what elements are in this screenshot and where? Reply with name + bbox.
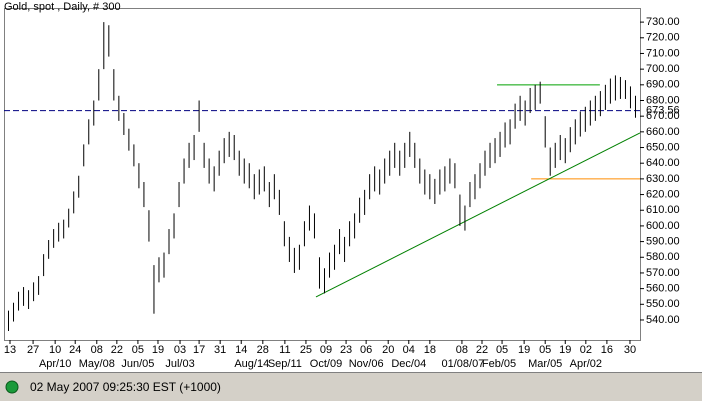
x-tick-label: 23 <box>340 344 352 356</box>
y-tick-label: 710.00 <box>646 47 680 59</box>
status-indicator <box>5 380 19 394</box>
trend-line <box>315 132 641 298</box>
y-tick-label: 690.00 <box>646 79 680 91</box>
x-tick-label: 27 <box>27 344 39 356</box>
x-tick-label: 22 <box>476 344 488 356</box>
x-tick-label-month: 01/08/07 <box>442 358 485 370</box>
x-tick-label: 08 <box>456 344 468 356</box>
x-tick-label: 22 <box>111 344 123 356</box>
x-tick-label: 08 <box>91 344 103 356</box>
x-tick-label-month: Aug/14 <box>234 358 269 370</box>
x-tick-label: 25 <box>300 344 312 356</box>
y-tick-label: 570.00 <box>646 267 680 279</box>
x-tick-label: 04 <box>403 344 415 356</box>
status-bar <box>0 372 702 401</box>
y-tick-label: 610.00 <box>646 204 680 216</box>
y-tick-label: 730.00 <box>646 16 680 28</box>
x-tick-label: 02 <box>580 344 592 356</box>
x-tick-label: 05 <box>132 344 144 356</box>
x-tick-label: 11 <box>279 344 290 356</box>
y-tick-label: 720.00 <box>646 32 680 44</box>
x-tick-label: 28 <box>257 344 269 356</box>
x-tick-label-month: Feb/05 <box>482 358 516 370</box>
x-tick-label: 19 <box>559 344 571 356</box>
plot-frame <box>4 8 641 341</box>
x-tick-label: 20 <box>382 344 394 356</box>
x-tick-label: 19 <box>152 344 164 356</box>
x-tick-label-month: Jun/05 <box>121 358 154 370</box>
x-tick-label-month: Oct/09 <box>310 358 342 370</box>
y-tick-label: 680.00 <box>646 94 680 106</box>
x-tick-label: 10 <box>49 344 61 356</box>
y-tick-label: 700.00 <box>646 63 680 75</box>
y-tick-label: 630.00 <box>646 173 680 185</box>
x-tick-label: 05 <box>496 344 508 356</box>
x-tick-label-month: Mar/05 <box>528 358 562 370</box>
y-tick-label: 550.00 <box>646 298 680 310</box>
x-tick-label: 16 <box>601 344 613 356</box>
x-tick-label: 18 <box>424 344 436 356</box>
y-tick-label: 620.00 <box>646 188 680 200</box>
x-tick-label: 14 <box>235 344 247 356</box>
chart-title: Gold, spot , Daily, # 300 <box>4 1 121 13</box>
last-price-label: 673.56 <box>646 104 680 116</box>
y-tick-label: 590.00 <box>646 235 680 247</box>
x-tick-label-month: Nov/06 <box>349 358 384 370</box>
x-tick-label: 24 <box>69 344 81 356</box>
y-tick-label: 660.00 <box>646 126 680 138</box>
x-tick-label: 06 <box>360 344 372 356</box>
y-tick-label: 640.00 <box>646 157 680 169</box>
y-tick-label: 580.00 <box>646 251 680 263</box>
x-tick-label-month: Sep/11 <box>268 358 302 370</box>
x-tick-label: 30 <box>624 344 636 356</box>
x-tick-label: 31 <box>214 344 226 356</box>
chart-background <box>0 0 702 372</box>
y-tick-label: 600.00 <box>646 220 680 232</box>
x-tick-label-month: May/08 <box>79 358 115 370</box>
x-tick-label: 03 <box>174 344 186 356</box>
y-tick-label: 670.00 <box>646 110 680 122</box>
y-tick-label: 540.00 <box>646 314 680 326</box>
y-tick-label: 650.00 <box>646 141 680 153</box>
x-tick-label-month: Dec/04 <box>391 358 426 370</box>
x-tick-label-month: Jul/03 <box>165 358 194 370</box>
x-tick-label-month: Apr/02 <box>570 358 602 370</box>
x-tick-label-month: Apr/10 <box>39 358 71 370</box>
status-text: 02 May 2007 09:25:30 EST (+1000) <box>30 380 221 394</box>
x-tick-label: 05 <box>539 344 551 356</box>
x-tick-label: 13 <box>4 344 16 356</box>
x-tick-label: 19 <box>518 344 530 356</box>
x-tick-label: 17 <box>193 344 205 356</box>
y-tick-label: 560.00 <box>646 283 680 295</box>
x-tick-label: 09 <box>320 344 332 356</box>
